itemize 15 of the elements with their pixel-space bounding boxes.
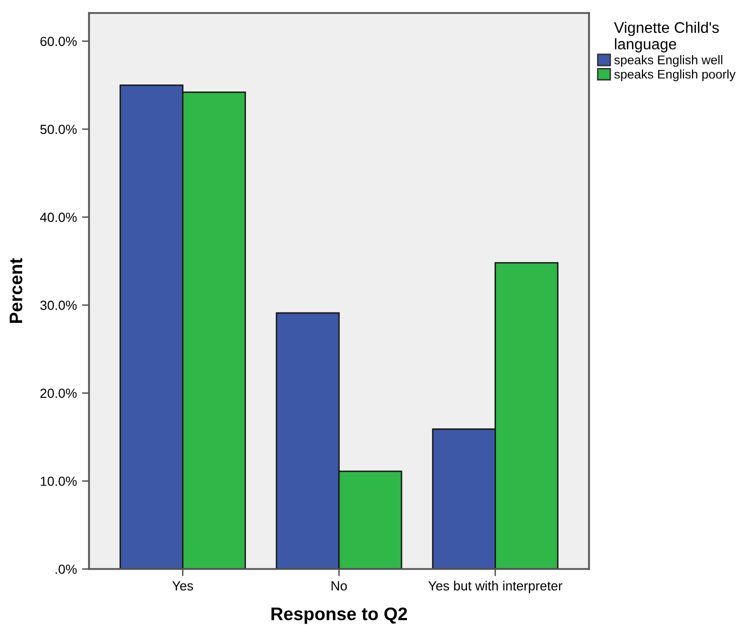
x-tick-label: Yes bbox=[172, 581, 194, 590]
y-tick-label: 40.0% bbox=[40, 212, 77, 222]
y-tick-label: 50.0% bbox=[40, 124, 77, 134]
y-tick-label: .0% bbox=[56, 564, 77, 574]
legend-label: speaks English poorly bbox=[614, 69, 736, 82]
x-tick-label: Yes but with interpreter bbox=[428, 580, 562, 594]
y-tick-label: 10.0% bbox=[40, 476, 77, 486]
legend-title: Vignette Child's language bbox=[614, 22, 719, 52]
y-tick-label: 30.0% bbox=[40, 300, 77, 310]
y-tick-label: 20.0% bbox=[40, 388, 77, 398]
y-axis-title: Percent bbox=[10, 258, 22, 323]
y-tick-label: 60.0% bbox=[40, 36, 77, 46]
x-tick-label: No bbox=[332, 581, 347, 590]
legend-label: speaks English well bbox=[614, 55, 722, 67]
x-axis-title: Response to Q2 bbox=[271, 607, 408, 624]
